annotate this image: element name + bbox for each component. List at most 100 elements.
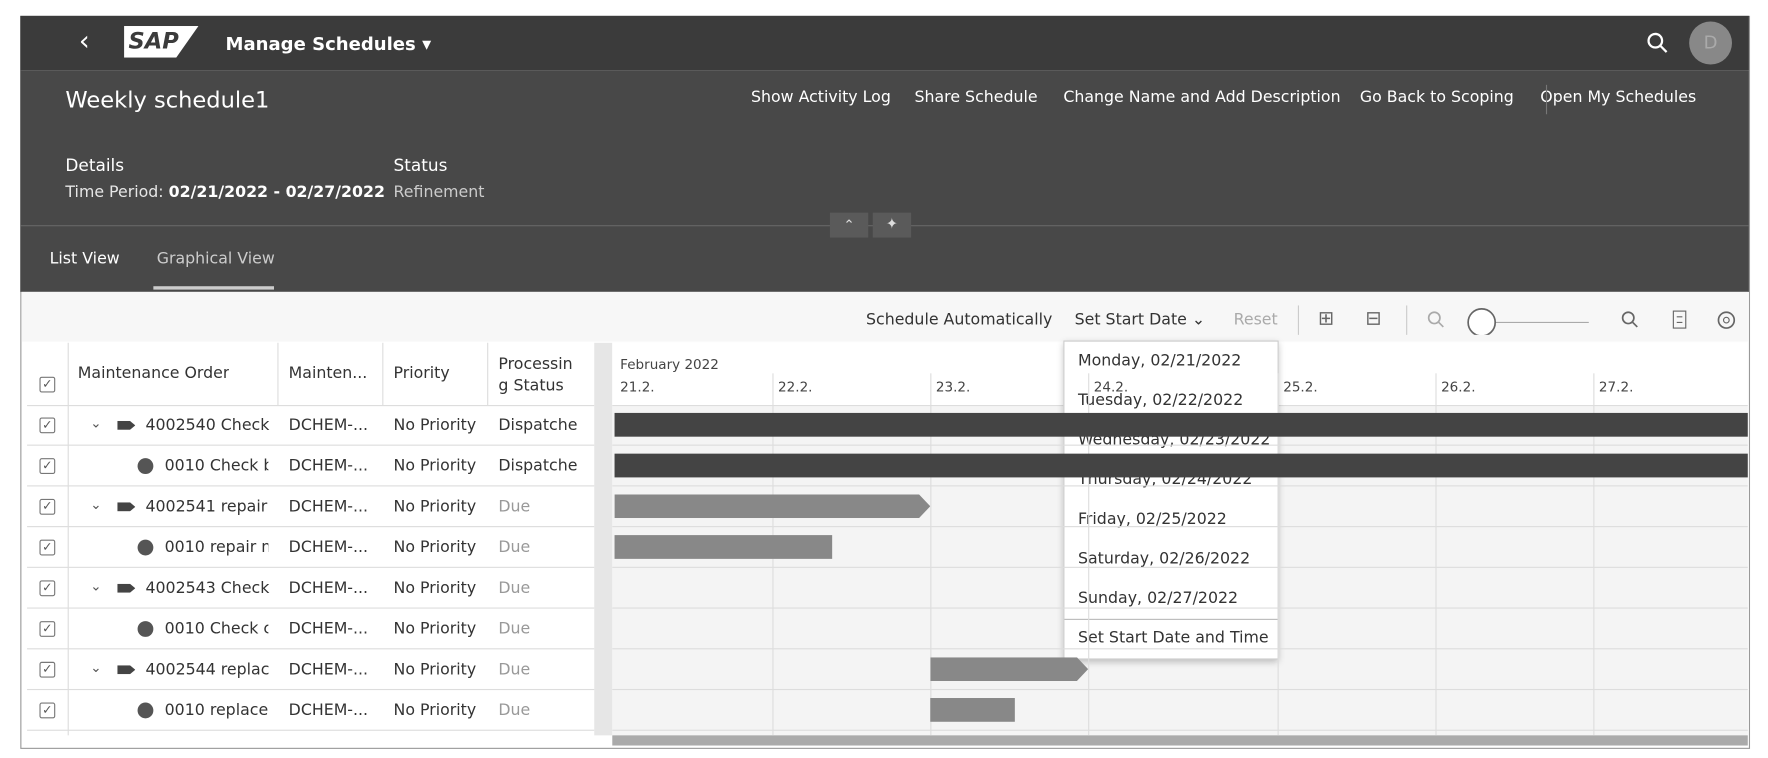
column-divider bbox=[487, 342, 489, 406]
app-title-text: Manage Schedules bbox=[225, 32, 416, 55]
table-cell: DCHEM-... bbox=[288, 457, 369, 476]
table-cell: No Priority bbox=[393, 619, 477, 639]
time-period-label: Time Period: bbox=[65, 183, 164, 202]
pin-button[interactable]: ✦ bbox=[872, 212, 912, 238]
search-icon[interactable] bbox=[1646, 32, 1669, 55]
gantt-row-divider bbox=[612, 485, 1748, 487]
time-period: Time Period: 02/21/2022 - 02/27/2022 bbox=[65, 183, 385, 201]
tab-graphical-view[interactable]: Graphical View bbox=[156, 250, 275, 269]
row-checkbox[interactable]: ✓ bbox=[39, 498, 56, 515]
splitter[interactable] bbox=[594, 342, 613, 736]
zoom-controls[interactable] bbox=[1425, 308, 1752, 335]
column-header[interactable]: Priority bbox=[393, 364, 450, 383]
table-cell: No Priority bbox=[393, 538, 477, 557]
table-cell: DCHEM-... bbox=[288, 660, 369, 679]
order-icon bbox=[117, 583, 136, 593]
table-cell: No Priority bbox=[393, 660, 477, 679]
header-action[interactable]: Open My Schedules bbox=[1540, 88, 1697, 107]
tab-indicator bbox=[153, 286, 275, 290]
day-label: 27.2. bbox=[1598, 378, 1634, 395]
row-divider bbox=[27, 444, 595, 446]
table-cell: DCHEM-... bbox=[288, 497, 369, 516]
column-header[interactable]: Mainten... bbox=[288, 364, 368, 383]
gantt-bar[interactable] bbox=[930, 698, 1015, 722]
set-start-date[interactable]: Set Start Date ⌄ bbox=[1074, 311, 1206, 330]
page-title: Weekly schedule1 bbox=[65, 85, 270, 114]
order-icon bbox=[117, 420, 136, 430]
scrollbar[interactable] bbox=[612, 735, 1748, 746]
gantt-bar[interactable] bbox=[930, 657, 1088, 681]
gantt-row-divider bbox=[612, 648, 1748, 650]
table-cell: DCHEM-... bbox=[288, 579, 369, 598]
order-icon bbox=[117, 665, 136, 675]
status-label: Status bbox=[393, 154, 448, 176]
avatar[interactable]: D bbox=[1689, 21, 1732, 65]
row-checkbox[interactable]: ✓ bbox=[39, 702, 56, 719]
operation-icon bbox=[137, 458, 154, 475]
dropdown: Set Start Date and Time Monday, 02/21/20… bbox=[1063, 340, 1279, 660]
gantt-bar[interactable] bbox=[614, 535, 833, 559]
expand-chevron[interactable]: ⌄ bbox=[90, 496, 102, 513]
header-action[interactable]: Share Schedule bbox=[914, 88, 1038, 107]
dropdown-footer[interactable]: Set Start Date and Time bbox=[1077, 629, 1269, 648]
collapse-icon[interactable]: ⊟ bbox=[1365, 307, 1382, 331]
table-cell: 0010 replace bbox=[164, 701, 269, 720]
separator bbox=[1297, 305, 1299, 335]
row-divider bbox=[27, 688, 595, 691]
expand-icon[interactable]: ⊞ bbox=[1318, 307, 1335, 331]
operation-icon bbox=[137, 539, 154, 556]
gantt-row-divider bbox=[612, 729, 1748, 731]
order-icon bbox=[117, 502, 136, 512]
day-label: 25.2. bbox=[1283, 378, 1318, 395]
row-checkbox[interactable]: ✓ bbox=[39, 458, 56, 475]
row-divider bbox=[27, 566, 595, 568]
column-divider bbox=[382, 342, 384, 406]
row-checkbox[interactable]: ✓ bbox=[39, 539, 56, 556]
back-button[interactable]: ‹ bbox=[78, 24, 90, 57]
gantt-row-divider bbox=[612, 607, 1748, 609]
tab-list-view[interactable]: List View bbox=[49, 250, 120, 269]
table-cell: Due bbox=[498, 619, 531, 639]
day-label: 21.2. bbox=[620, 378, 655, 395]
dropdown-option[interactable]: Sunday, 02/27/2022 bbox=[1077, 589, 1239, 608]
row-checkbox[interactable]: ✓ bbox=[39, 661, 56, 678]
dropdown-option[interactable]: Friday, 02/25/2022 bbox=[1077, 510, 1227, 529]
expand-chevron[interactable]: ⌄ bbox=[90, 578, 102, 594]
table-cell: Due bbox=[498, 538, 531, 557]
schedule-automatically[interactable]: Schedule Automatically bbox=[865, 311, 1053, 330]
row-checkbox[interactable]: ✓ bbox=[39, 621, 56, 637]
dropdown-option[interactable]: Tuesday, 02/22/2022 bbox=[1077, 391, 1244, 410]
header-action[interactable]: Change Name and Add Description bbox=[1063, 88, 1341, 107]
reset-button[interactable]: Reset bbox=[1233, 311, 1278, 330]
logo: SAP bbox=[128, 27, 179, 55]
row-divider bbox=[27, 648, 595, 650]
table-cell: No Priority bbox=[393, 579, 477, 598]
column-header[interactable]: Processing Status bbox=[498, 355, 573, 395]
select-all-checkbox[interactable]: ✓ bbox=[39, 376, 56, 393]
gantt-row-divider bbox=[612, 566, 1748, 568]
row-divider bbox=[27, 526, 595, 528]
dropdown-separator bbox=[1064, 618, 1278, 620]
table-cell: DCHEM-... bbox=[288, 538, 369, 557]
set-start-date-text: Set Start Date bbox=[1074, 311, 1187, 330]
table-cell: 4002543 Check bbox=[145, 579, 270, 598]
row-checkbox[interactable]: ✓ bbox=[39, 417, 56, 434]
dropdown-option[interactable]: Monday, 02/21/2022 bbox=[1077, 351, 1242, 370]
dropdown-option[interactable]: Saturday, 02/26/2022 bbox=[1077, 549, 1251, 568]
separator bbox=[1406, 305, 1408, 335]
table-cell: No Priority bbox=[393, 497, 477, 516]
expand-chevron[interactable]: ⌄ bbox=[90, 659, 102, 676]
header-action[interactable]: Show Activity Log bbox=[750, 88, 891, 107]
app-title[interactable]: Manage Schedules ▾ bbox=[225, 32, 432, 55]
table-cell: 0010 Check c bbox=[164, 619, 269, 639]
column-header[interactable]: Maintenance Order bbox=[77, 364, 230, 383]
gantt-bar[interactable] bbox=[614, 453, 1748, 478]
gantt-row-divider bbox=[612, 688, 1748, 691]
collapse-button[interactable]: ⌃ bbox=[829, 212, 869, 238]
toolbar: Schedule Automatically Set Start Date ⌄ … bbox=[21, 291, 1748, 342]
gantt-bar[interactable] bbox=[615, 494, 931, 518]
gantt-bar[interactable] bbox=[614, 412, 1748, 437]
row-checkbox[interactable]: ✓ bbox=[39, 580, 56, 597]
expand-chevron[interactable]: ⌄ bbox=[90, 415, 102, 432]
header-action[interactable]: Go Back to Scoping bbox=[1359, 88, 1514, 107]
